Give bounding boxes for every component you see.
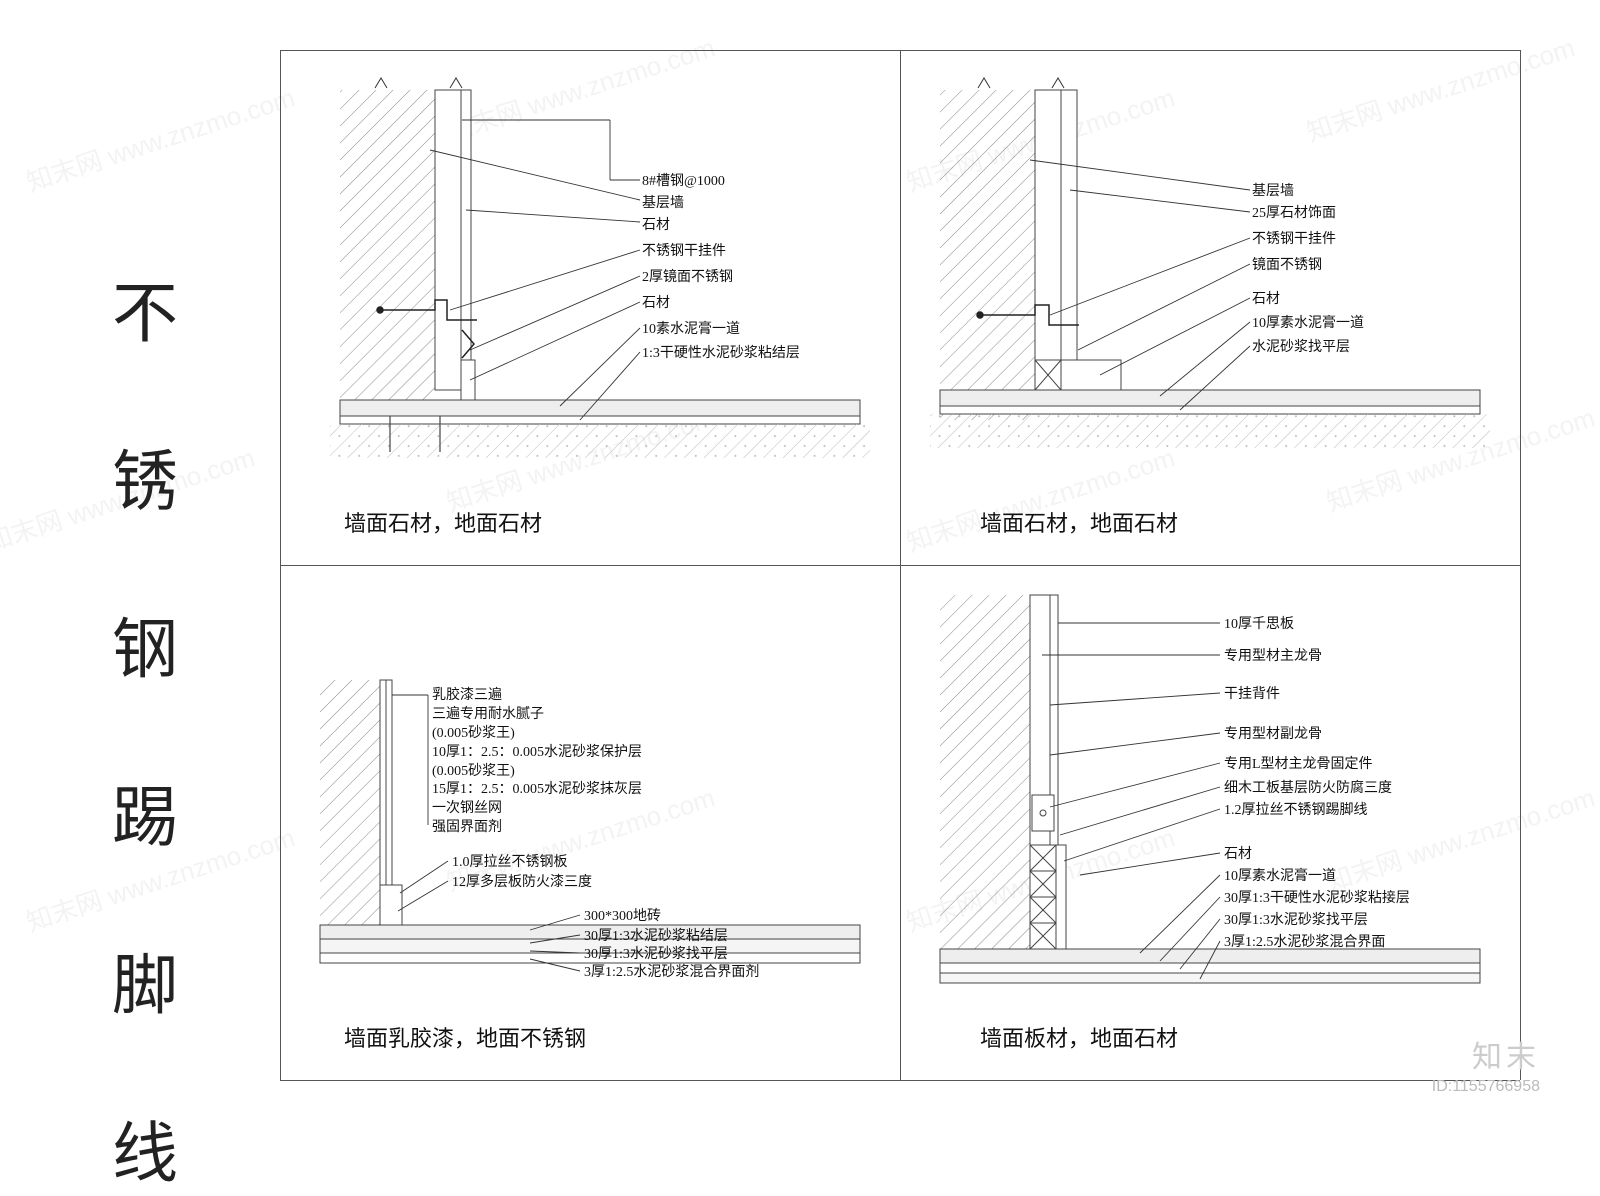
q3-label: 300*300地砖 xyxy=(584,907,661,927)
title-char: 踢 xyxy=(112,764,178,860)
page-root: 知末网 www.znzmo.com 知末网 www.znzmo.com 知末网 … xyxy=(0,0,1600,1130)
q4-label: 专用L型材主龙骨固定件 xyxy=(1224,755,1373,775)
detail-q1: 8#槽钢@1000 基层墙 石材 不锈钢干挂件 2厚镜面不锈钢 石材 10素水泥… xyxy=(280,50,900,565)
q4-label: 30厚1:3水泥砂浆找平层 xyxy=(1224,911,1368,931)
q4-label: 石材 xyxy=(1224,845,1252,865)
q3-label: 10厚1：2.5：0.005水泥砂浆保护层 xyxy=(432,744,642,763)
q1-caption: 墙面石材，地面石材 xyxy=(344,506,542,538)
q4-label: 1.2厚拉丝不锈钢踢脚线 xyxy=(1224,801,1368,821)
q2-label: 石材 xyxy=(1252,290,1280,310)
q3-label: 乳胶漆三遍 xyxy=(432,687,642,706)
drawing-grid: 8#槽钢@1000 基层墙 石材 不锈钢干挂件 2厚镜面不锈钢 石材 10素水泥… xyxy=(280,50,1520,1080)
title-char: 线 xyxy=(112,1100,178,1196)
q4-label: 10厚素水泥膏一道 xyxy=(1224,867,1336,887)
q3-label: 15厚1：2.5：0.005水泥砂浆抹灰层 xyxy=(432,781,642,800)
q1-label: 10素水泥膏一道 xyxy=(642,320,740,340)
q2-caption: 墙面石材，地面石材 xyxy=(980,506,1178,538)
q4-label: 3厚1:2.5水泥砂浆混合界面 xyxy=(1224,933,1385,953)
title-char: 锈 xyxy=(112,428,178,524)
q2-label: 10厚素水泥膏一道 xyxy=(1252,314,1364,334)
title-char: 不 xyxy=(112,260,178,356)
q1-label: 不锈钢干挂件 xyxy=(642,242,726,262)
q3-label: 1.0厚拉丝不锈钢板 xyxy=(452,853,568,873)
q3-label: 3厚1:2.5水泥砂浆混合界面剂 xyxy=(584,963,759,983)
q2-label: 基层墙 xyxy=(1252,182,1294,202)
watermark: 知末网 www.znzmo.com xyxy=(21,78,299,200)
q3-label: 12厚多层板防火漆三度 xyxy=(452,873,592,893)
q4-caption: 墙面板材，地面石材 xyxy=(980,1021,1178,1053)
q2-label: 不锈钢干挂件 xyxy=(1252,230,1336,250)
detail-q2: 基层墙 25厚石材饰面 不锈钢干挂件 镜面不锈钢 石材 10厚素水泥膏一道 水泥… xyxy=(900,50,1520,565)
q3-labels-top: 乳胶漆三遍 三遍专用耐水腻子 (0.005砂浆王) 10厚1：2.5：0.005… xyxy=(432,687,642,838)
q4-label: 专用型材主龙骨 xyxy=(1224,647,1322,667)
q4-label: 10厚千思板 xyxy=(1224,615,1294,635)
brand-text: 知末 xyxy=(1432,1032,1540,1076)
q1-label: 石材 xyxy=(642,216,670,236)
title-char: 钢 xyxy=(112,596,178,692)
page-title-vertical: 不 锈 钢 踢 脚 线 xyxy=(110,260,180,1196)
q3-label: (0.005砂浆王) xyxy=(432,763,642,782)
q2-label: 25厚石材饰面 xyxy=(1252,204,1336,224)
source-logo: 知末 ID:1155766958 xyxy=(1432,1032,1540,1096)
asset-id: ID:1155766958 xyxy=(1432,1078,1540,1096)
q3-caption: 墙面乳胶漆，地面不锈钢 xyxy=(344,1021,586,1053)
q1-label: 1:3干硬性水泥砂浆粘结层 xyxy=(642,344,800,364)
q4-label: 30厚1:3干硬性水泥砂浆粘接层 xyxy=(1224,889,1410,909)
drawing-q2 xyxy=(900,50,1520,565)
detail-q4: 10厚千思板 专用型材主龙骨 干挂背件 专用型材副龙骨 专用L型材主龙骨固定件 … xyxy=(900,565,1520,1080)
q2-label: 水泥砂浆找平层 xyxy=(1252,338,1350,358)
q1-label: 基层墙 xyxy=(642,194,684,214)
title-char: 脚 xyxy=(112,932,178,1028)
detail-q3: 乳胶漆三遍 三遍专用耐水腻子 (0.005砂浆王) 10厚1：2.5：0.005… xyxy=(280,565,900,1080)
q4-label: 细木工板基层防火防腐三度 xyxy=(1224,779,1392,799)
q3-label: 强固界面剂 xyxy=(432,819,642,838)
q2-label: 镜面不锈钢 xyxy=(1252,256,1322,276)
q3-label: 一次钢丝网 xyxy=(432,800,642,819)
drawing-q1 xyxy=(280,50,900,565)
q3-label: 三遍专用耐水腻子 xyxy=(432,706,642,725)
q4-label: 干挂背件 xyxy=(1224,685,1280,705)
q1-label: 8#槽钢@1000 xyxy=(642,172,725,192)
drawing-q4 xyxy=(900,565,1520,1080)
q4-label: 专用型材副龙骨 xyxy=(1224,725,1322,745)
q1-label: 石材 xyxy=(642,294,670,314)
q3-label: (0.005砂浆王) xyxy=(432,725,642,744)
q1-label: 2厚镜面不锈钢 xyxy=(642,268,733,288)
